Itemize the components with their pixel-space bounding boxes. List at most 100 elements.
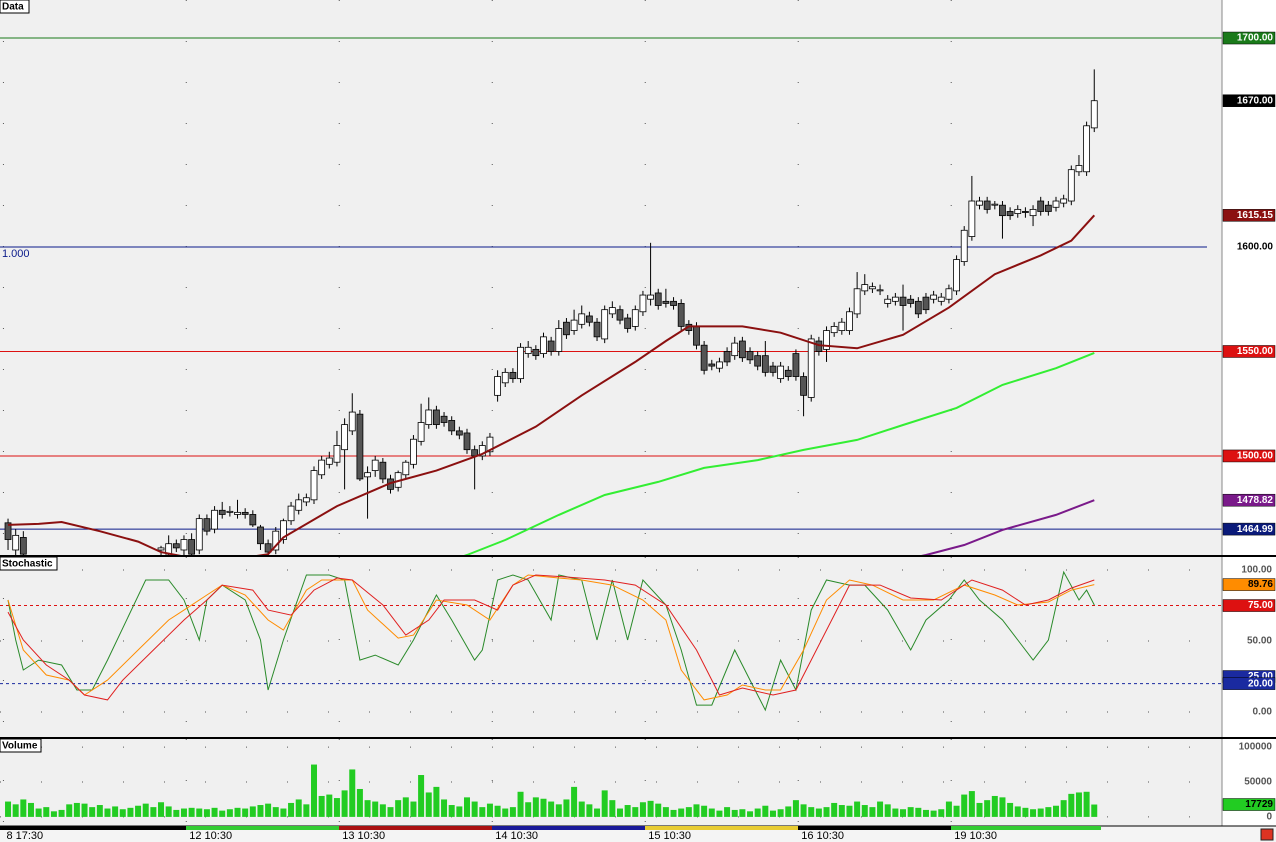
candle-body [318,459,326,476]
candle-body [1022,211,1029,213]
candle-body [494,376,501,396]
volume-bar [892,808,899,817]
candle-body [517,346,524,380]
volume-bar [12,804,19,817]
day-strip [951,826,1101,830]
candle-body [1037,200,1045,212]
volume-bar [846,805,853,817]
pane-title: Stochastic [0,556,58,571]
candle-body [953,259,960,292]
volume-bar [762,805,769,817]
candle-body [455,430,463,436]
candle-body [218,509,226,515]
candle-body [287,505,295,522]
y-tick-label: 0.00 [1253,707,1273,718]
candle-body [999,204,1006,217]
candle-body [968,200,976,237]
candle-body [578,313,586,325]
candle-body [716,361,723,369]
volume-bar [1014,806,1021,817]
volume-bar [678,808,685,817]
candle-body [180,539,188,551]
candle-body [846,311,853,331]
volume-bar [724,807,731,817]
candle-body [922,296,930,311]
x-tick-label: 16 10:30 [801,830,844,842]
candle-body [616,309,624,321]
x-tick-label: 13 10:30 [342,830,385,842]
candle-body [524,346,532,354]
stochastic-line [7,570,1095,712]
title-box [0,0,30,14]
price-label: 1500.00 [1237,451,1274,462]
candle-body [478,445,486,457]
candle-body [807,338,815,398]
pane-title-text: Stochastic [2,559,53,570]
candle-body [746,351,754,361]
volume-bar [877,801,884,817]
candle-body [914,300,922,315]
volume-bar [930,810,937,817]
y-tick-label: 50.00 [1247,636,1272,647]
candle-body [295,499,303,511]
candle-body [1044,204,1052,212]
title-box [0,738,42,753]
y-tick-label: 100.00 [1241,565,1272,576]
candle-body [639,294,647,313]
candle-body [624,317,632,329]
x-tick-label: 19 10:30 [954,830,997,842]
candle-body [608,307,616,315]
price-label-box [1222,798,1276,811]
volume-bar [456,806,463,817]
volume-bar [96,805,103,817]
scroll-icon[interactable] [1260,828,1274,841]
candle-body [417,422,425,442]
price-label-box [1222,31,1276,45]
volume-bar [242,808,249,817]
volume-bar [838,805,845,817]
price-label: 1550.00 [1237,346,1274,357]
candle-body [907,298,915,304]
volume-bar [379,804,386,817]
candle-body [547,340,555,352]
volume-bar [1022,807,1029,817]
candle-body [325,457,333,465]
volume-bar [311,764,318,817]
volume-bar [517,791,524,817]
candle-body [448,420,456,432]
price-label-box [1222,240,1276,254]
price-label-box [1222,345,1276,358]
volume-bar [601,790,608,817]
volume-bar [984,800,991,817]
volume-bar [104,808,111,817]
price-label: 1615.15 [1237,210,1274,221]
volume-bar [295,799,302,817]
volume-bar [173,809,180,817]
volume-bar [226,809,233,817]
volume-bar [540,798,547,817]
volume-bar [976,802,983,817]
moving-average [7,214,1096,556]
candle-body [157,547,165,551]
x-tick-label: 15 10:30 [648,830,691,842]
candle-body [991,203,999,206]
price-label: 1700.00 [1237,33,1274,44]
volume-bar [502,808,509,817]
stochastic-line [7,574,1095,701]
volume-bar [716,810,723,817]
volume-bar [555,804,562,817]
volume-bar [142,803,149,817]
volume-bar [616,808,623,817]
y-tick-label: 0 [1266,812,1272,823]
volume-bar [685,807,692,817]
volume-bar [808,807,815,817]
candle-body [945,288,953,300]
day-strip [0,826,186,830]
candle-body [670,300,677,306]
x-tick-label: 8 17:30 [6,830,43,842]
volume-bar [1083,791,1090,817]
candle-body [310,470,318,501]
candle-body [976,200,983,206]
candle-body [830,325,838,334]
right-axis: 1700.00 1670.00 1615.15 1600.00 1550.00 1500.… [1222,31,1276,823]
